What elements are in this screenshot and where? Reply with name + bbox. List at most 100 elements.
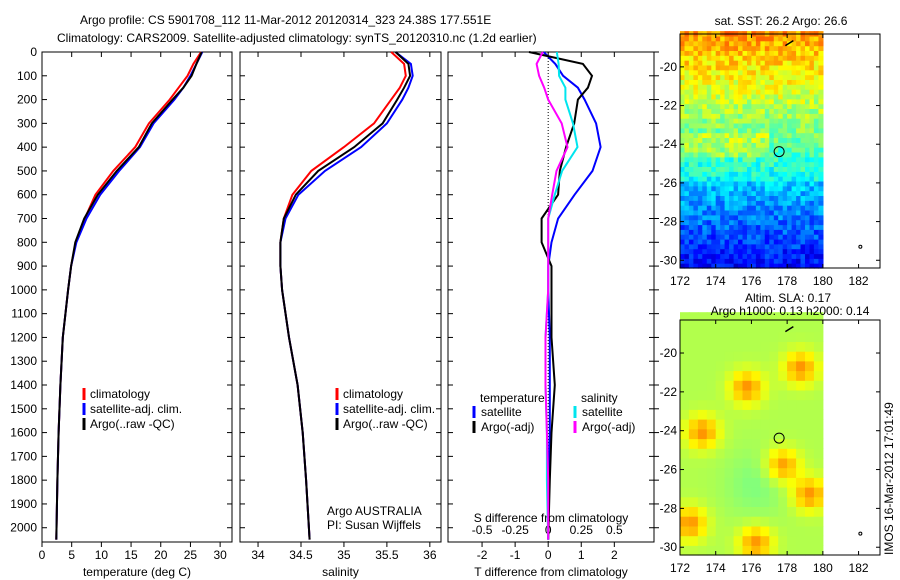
map-cell [706,341,717,352]
map-cell [688,312,699,323]
map-cell [764,113,770,119]
map-cell [751,171,757,177]
map-cell [720,253,726,259]
map-cell [702,118,708,124]
map-cell [733,132,739,138]
map-cell [720,205,726,211]
map-cell [706,428,717,440]
map-cell [733,545,744,556]
map-cell [787,108,793,114]
map-cell [702,142,708,148]
map-cell [742,137,748,143]
map-cell [702,79,708,85]
map-cell [787,467,797,478]
map-cell [724,84,730,90]
map-cell [729,248,735,255]
map-cell [805,137,811,143]
y-tick-label: 200 [17,93,37,107]
map-cell [751,351,761,362]
map-cell [733,195,739,201]
map-cell [805,351,815,362]
map-cell [720,229,726,235]
map-cell [769,428,779,440]
map-cell [796,190,802,196]
map-cell [769,50,775,56]
map-cell [729,98,735,105]
map-cell [715,210,721,216]
map-cell [813,127,819,134]
map-cell [702,84,708,90]
map-cell [751,84,757,90]
map-cell [724,142,730,148]
map-cell [755,142,761,148]
map-cell [805,448,815,459]
map-cell [715,214,721,221]
map-cell [773,181,779,187]
map-cell [729,79,735,85]
map-cell [733,127,739,134]
map-cell [787,142,793,148]
map-cell [742,123,748,129]
map-cell [715,118,721,124]
map-cell [787,176,793,182]
map-cell [805,142,811,148]
map-cell [733,389,744,401]
map-cell [742,98,748,105]
map-cell [747,74,753,80]
map-cell [715,219,721,226]
map-cell [760,448,770,459]
map-cell [773,190,779,196]
map-cell [715,506,726,517]
map-cell [796,210,802,216]
map-cell [738,171,744,177]
map-cell [787,200,793,206]
map-cell [702,89,708,95]
map-cell [787,224,793,230]
map-cell [747,137,753,143]
map-cell [706,55,712,61]
map-cell [805,132,811,138]
map-cell [769,108,775,114]
map-cell [787,103,793,109]
map-cell [720,64,726,71]
map-cell [738,113,744,119]
map-cell [680,132,686,138]
map-cell [769,181,775,187]
map-cell [684,118,690,124]
map-cell [769,35,775,42]
map-cell [711,166,717,172]
map-cell [800,181,806,187]
map-cell [791,205,797,211]
y-tick-label: 2000 [10,521,37,535]
map-cell [778,399,788,410]
map-cell [760,79,766,85]
map-cell [782,224,788,230]
map-cell [742,176,748,182]
map-cell [724,234,730,240]
map-cell [787,516,797,527]
map-cell [805,243,811,250]
map-cell [715,137,721,143]
map-cell [805,60,811,66]
map-cell [782,200,788,206]
map-cell [684,50,690,56]
map-cell [724,161,730,167]
map-cell [809,103,815,109]
y-tick-label: 100 [17,69,37,83]
map-cell [800,118,806,124]
map-cell [742,253,748,259]
map-cell [778,50,784,56]
map-cell [688,360,699,372]
map-cell [773,248,779,255]
map-cell [813,55,819,61]
map-cell [787,229,793,235]
map-cell [720,234,726,240]
map-cell [715,103,721,109]
map-cell [809,190,815,196]
map-y-tick-label: -26 [660,176,678,190]
map-cell [706,50,712,56]
map-cell [720,161,726,167]
map-cell [747,118,753,124]
map-cell [809,74,815,80]
map-cell [706,229,712,235]
